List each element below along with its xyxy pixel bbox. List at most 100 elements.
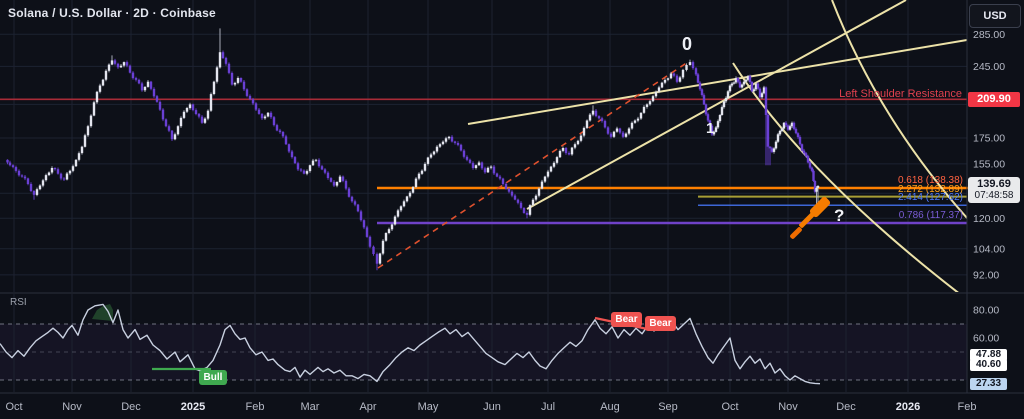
bear-signal-badge-0[interactable]: Bear: [611, 312, 642, 327]
candle-up: [722, 101, 726, 108]
symbol-legend[interactable]: Solana / U.S. Dollar · 2D · Coinbase: [8, 6, 216, 20]
time-axis-label: May: [418, 401, 439, 413]
candle-down: [462, 150, 466, 157]
candle-up: [772, 148, 776, 152]
candle-down: [603, 120, 607, 128]
candle-up: [627, 128, 631, 134]
candle-up: [537, 188, 541, 196]
candle-down: [808, 162, 812, 168]
currency-toggle-button[interactable]: USD: [969, 4, 1021, 28]
candle-up: [585, 120, 589, 128]
candle-down: [764, 87, 768, 115]
candle-down: [513, 195, 517, 200]
candle-up: [579, 135, 583, 141]
trend-line-drawings: [377, 0, 967, 298]
fib-level-label-3[interactable]: 0.786 (117.37): [898, 210, 963, 221]
candle-up: [182, 111, 186, 118]
candle-up: [35, 189, 39, 195]
candle-down: [8, 162, 12, 166]
time-axis-label: Dec: [121, 401, 141, 413]
bear-signal-badge-1[interactable]: Bear: [645, 316, 676, 331]
candle-down: [748, 76, 752, 82]
candle-down: [191, 104, 195, 111]
candle-down: [281, 132, 285, 137]
falling-line-right[interactable]: [831, 0, 967, 219]
time-axis-label: 2026: [896, 401, 920, 413]
candle-down: [510, 191, 514, 196]
candle-up: [335, 182, 339, 186]
wave-label-0[interactable]: 0: [682, 34, 693, 54]
price-scale[interactable]: 285.00 245.00 175.00 155.00 120.00 104.00 92.0…: [973, 29, 1005, 345]
candle-up: [645, 104, 649, 107]
price-scale-label: 285.00: [973, 29, 1005, 41]
candle-up: [688, 62, 692, 65]
falling-line-left[interactable]: [732, 62, 965, 298]
rising-channel-lower[interactable]: [526, 0, 907, 210]
resistance-line-label[interactable]: Left Shoulder Resistance: [839, 88, 962, 100]
candle-down: [453, 141, 457, 143]
price-scale-label: 92.00: [973, 269, 999, 281]
candle-down: [56, 169, 60, 174]
gavel-base-wrap: [790, 227, 802, 239]
candle-down: [471, 162, 475, 168]
rsi-scale-label: 80.00: [973, 305, 999, 317]
time-axis-label: Apr: [359, 401, 376, 413]
gavel-icon[interactable]: [789, 196, 831, 240]
candle-up: [531, 199, 535, 206]
candle-up: [429, 154, 433, 158]
fib-level-label-0[interactable]: 0.618 (138.38): [897, 175, 963, 186]
candle-down: [708, 120, 712, 126]
candle-up: [782, 122, 786, 129]
candle-down: [251, 99, 255, 104]
candle-up: [441, 141, 445, 145]
question-mark-annotation[interactable]: ?: [834, 206, 845, 225]
candle-down: [501, 178, 505, 184]
gavel-handle-wrap: [799, 210, 817, 228]
candle-up: [95, 91, 99, 103]
candle-up: [742, 81, 746, 85]
candle-up: [185, 108, 189, 112]
candle-up: [77, 153, 81, 160]
candle-up: [38, 185, 42, 190]
candle-up: [666, 78, 670, 80]
time-axis[interactable]: Oct Nov Dec 2025 Feb Mar Apr May Jun Jul Aug Sep Oct…: [5, 401, 976, 413]
candle-down: [594, 110, 598, 117]
candle-down: [287, 144, 291, 152]
candle-up: [762, 87, 766, 94]
candle-down: [365, 227, 369, 237]
candle-down: [11, 165, 15, 167]
candle-down: [507, 188, 511, 192]
candle-up: [540, 181, 544, 189]
candle-down: [59, 173, 63, 179]
candle-up: [399, 206, 403, 211]
candle-up: [546, 171, 550, 177]
candle-up: [384, 233, 388, 241]
time-axis-label: Oct: [5, 401, 22, 413]
candle-down: [696, 74, 700, 83]
candle-down: [254, 103, 258, 110]
candle-down: [116, 63, 120, 68]
fib-level-label-1[interactable]: 2.272 (132.89): [897, 184, 963, 195]
candle-down: [456, 143, 460, 145]
candle-down: [221, 52, 225, 58]
fib-level-label-2[interactable]: 2.414 (127.62): [897, 192, 963, 203]
candle-up: [435, 146, 439, 152]
time-axis-label: Aug: [600, 401, 620, 413]
candle-up: [576, 140, 580, 145]
candle-down: [323, 169, 327, 173]
bull-signal-badge[interactable]: Bull: [199, 370, 227, 385]
candle-up: [215, 67, 219, 82]
time-axis-label: Nov: [62, 401, 82, 413]
rsi-indicator-title[interactable]: RSI: [10, 297, 27, 308]
candle-up: [305, 171, 309, 174]
candle-down: [167, 126, 171, 131]
wave-label-1[interactable]: 1: [706, 120, 715, 137]
candle-up: [119, 65, 123, 68]
candle-up: [549, 166, 553, 172]
rsi-value-badge-1: 40.60: [970, 359, 1007, 371]
dashed-impulse[interactable]: [377, 61, 689, 269]
candle-up: [107, 64, 111, 71]
candle-down: [597, 116, 601, 119]
rising-channel-upper[interactable]: [467, 39, 967, 125]
